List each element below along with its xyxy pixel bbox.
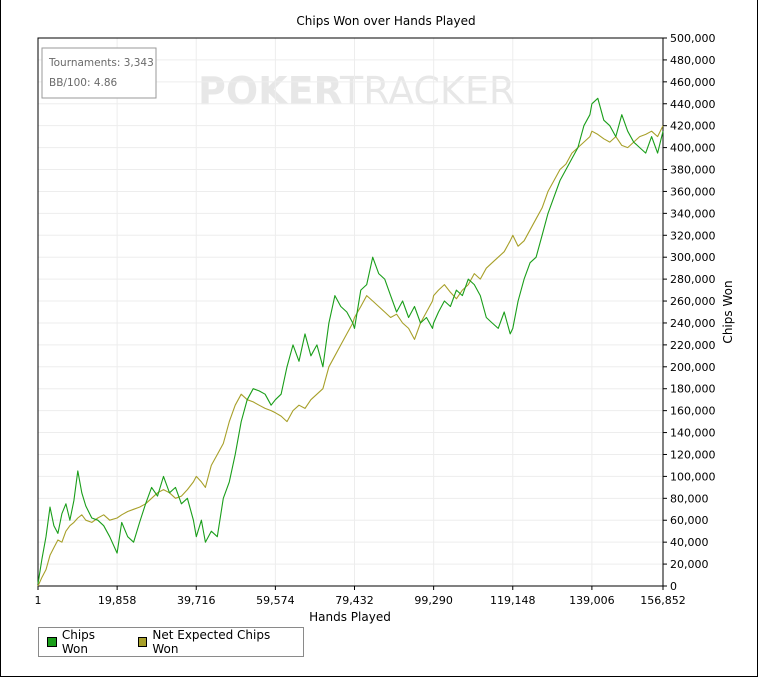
x-tick-label: 156,852 [640,594,686,607]
x-tick-label: 119,148 [490,594,536,607]
y-tick-label: 80,000 [670,492,709,505]
y-tick-label: 440,000 [670,98,716,111]
x-tick-label: 139,006 [569,594,615,607]
grid-lines [37,37,664,587]
legend-item-net-expected: Net Expected Chips Won [137,628,297,656]
y-axis-label: Chips Won [721,280,735,343]
y-tick-label: 140,000 [670,427,716,440]
y-tick-label: 40,000 [670,536,709,549]
x-tick-label: 59,574 [256,594,295,607]
y-tick-label: 380,000 [670,164,716,177]
y-tick-label: 420,000 [670,120,716,133]
x-axis: 1 19,858 39,716 59,574 79,432 99,290 119,148 13… [35,586,686,607]
legend-swatch-net-expected [137,637,148,647]
x-tick-label: 99,290 [414,594,453,607]
bb100-stat: BB/100: 4.86 [49,77,118,89]
y-tick-label: 20,000 [670,558,709,571]
y-tick-label: 180,000 [670,383,716,396]
y-tick-label: 0 [670,580,677,593]
x-tick-label: 1 [35,594,42,607]
y-tick-label: 460,000 [670,76,716,89]
legend: Chips Won Net Expected Chips Won [38,627,304,657]
legend-swatch-chips-won [47,637,57,647]
y-tick-label: 200,000 [670,361,716,374]
y-tick-label: 320,000 [670,229,716,242]
chart-title: Chips Won over Hands Played [296,14,475,28]
tournaments-stat: Tournaments: 3,343 [48,57,154,69]
y-axis: 0 20,000 40,000 60,000 80,000 100,000 120,000 1… [663,32,716,593]
legend-item-chips-won: Chips Won [47,628,124,656]
y-tick-label: 280,000 [670,273,716,286]
series-layer [37,97,664,587]
series-line-net-expected [37,125,664,587]
x-tick-label: 39,716 [177,594,216,607]
y-tick-label: 160,000 [670,405,716,418]
y-tick-label: 360,000 [670,185,716,198]
stats-box: Tournaments: 3,343 BB/100: 4.86 [41,47,157,99]
watermark-part2: TRACKER [339,69,515,113]
y-tick-label: 100,000 [670,470,716,483]
y-tick-label: 500,000 [670,32,716,45]
y-tick-label: 240,000 [670,317,716,330]
legend-label-chips-won: Chips Won [61,628,96,656]
y-tick-label: 480,000 [670,54,716,67]
plot-area [37,37,664,587]
watermark: POKER TRACKER [198,69,515,113]
y-tick-label: 220,000 [670,339,716,352]
y-tick-label: 400,000 [670,142,716,155]
x-tick-label: 79,432 [335,594,374,607]
y-tick-label: 120,000 [670,448,716,461]
x-axis-label: Hands Played [309,610,391,624]
y-tick-label: 60,000 [670,514,709,527]
x-tick-label: 19,858 [98,594,137,607]
series-line-chips-won [37,97,664,584]
y-tick-label: 300,000 [670,251,716,264]
y-tick-label: 340,000 [670,207,716,220]
y-tick-label: 260,000 [670,295,716,308]
watermark-part1: POKER [198,69,343,113]
legend-label-net-expected: Net Expected Chips Won [152,628,271,656]
